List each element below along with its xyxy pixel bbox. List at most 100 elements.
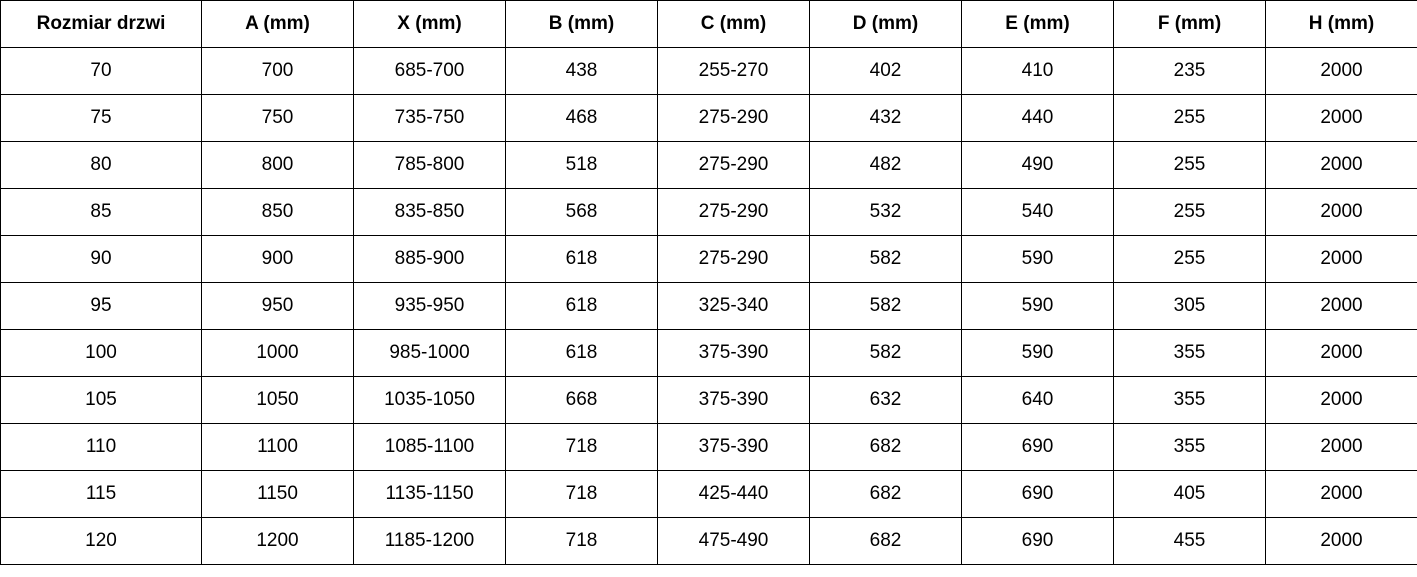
column-header: F (mm) (1113, 0, 1266, 48)
table-cell: 375-390 (657, 376, 810, 424)
table-cell: 375-390 (657, 423, 810, 471)
table-cell: 618 (505, 282, 658, 330)
table-cell: 682 (809, 517, 962, 565)
table-cell: 532 (809, 188, 962, 236)
table-row: 105 1050 1035-1050 668 375-390 632 640 355 2000 (0, 376, 1417, 424)
table-cell: 95 (0, 282, 202, 330)
table-cell: 540 (961, 188, 1114, 236)
table-cell: 950 (201, 282, 354, 330)
table-row: 120 1200 1185-1200 718 475-490 682 690 455 2000 (0, 517, 1417, 565)
table-cell: 850 (201, 188, 354, 236)
table-cell: 2000 (1265, 470, 1417, 518)
door-dimensions-table: Rozmiar drzwi A (mm) X (mm) B (mm) C (mm) D (… (0, 0, 1417, 565)
table-cell: 325-340 (657, 282, 810, 330)
table-cell: 80 (0, 141, 202, 189)
table-cell: 718 (505, 470, 658, 518)
table-cell: 700 (201, 47, 354, 95)
table-cell: 255 (1113, 94, 1266, 142)
table-cell: 590 (961, 329, 1114, 377)
table-cell: 682 (809, 470, 962, 518)
table-cell: 2000 (1265, 376, 1417, 424)
table-cell: 1035-1050 (353, 376, 506, 424)
table-cell: 1185-1200 (353, 517, 506, 565)
table-cell: 405 (1113, 470, 1266, 518)
table-cell: 590 (961, 235, 1114, 283)
table-cell: 355 (1113, 423, 1266, 471)
table-cell: 690 (961, 470, 1114, 518)
table-row: 115 1150 1135-1150 718 425-440 682 690 405 2000 (0, 470, 1417, 518)
table-cell: 718 (505, 517, 658, 565)
table-cell: 275-290 (657, 188, 810, 236)
table-cell: 105 (0, 376, 202, 424)
table-cell: 235 (1113, 47, 1266, 95)
table-cell: 668 (505, 376, 658, 424)
table-cell: 1150 (201, 470, 354, 518)
table-cell: 75 (0, 94, 202, 142)
table-cell: 355 (1113, 376, 1266, 424)
table-cell: 482 (809, 141, 962, 189)
table-cell: 255-270 (657, 47, 810, 95)
table-cell: 70 (0, 47, 202, 95)
table-cell: 2000 (1265, 282, 1417, 330)
table-cell: 275-290 (657, 235, 810, 283)
column-header: Rozmiar drzwi (0, 0, 202, 48)
table-cell: 618 (505, 329, 658, 377)
table-cell: 375-390 (657, 329, 810, 377)
table-cell: 475-490 (657, 517, 810, 565)
table-cell: 935-950 (353, 282, 506, 330)
table-row: 85 850 835-850 568 275-290 532 540 255 2000 (0, 188, 1417, 236)
table-cell: 582 (809, 282, 962, 330)
table-cell: 255 (1113, 235, 1266, 283)
table-cell: 2000 (1265, 235, 1417, 283)
table-cell: 255 (1113, 188, 1266, 236)
table-cell: 432 (809, 94, 962, 142)
column-header: H (mm) (1265, 0, 1417, 48)
table-row: 95 950 935-950 618 325-340 582 590 305 2000 (0, 282, 1417, 330)
table-cell: 440 (961, 94, 1114, 142)
table-cell: 682 (809, 423, 962, 471)
table-cell: 718 (505, 423, 658, 471)
table-cell: 355 (1113, 329, 1266, 377)
table-cell: 305 (1113, 282, 1266, 330)
table-cell: 785-800 (353, 141, 506, 189)
table-cell: 275-290 (657, 94, 810, 142)
table-cell: 120 (0, 517, 202, 565)
table-cell: 985-1000 (353, 329, 506, 377)
table-cell: 1135-1150 (353, 470, 506, 518)
table-cell: 2000 (1265, 47, 1417, 95)
table-row: 80 800 785-800 518 275-290 482 490 255 2000 (0, 141, 1417, 189)
table-cell: 590 (961, 282, 1114, 330)
table-cell: 468 (505, 94, 658, 142)
table-cell: 2000 (1265, 517, 1417, 565)
table-cell: 800 (201, 141, 354, 189)
table-cell: 1100 (201, 423, 354, 471)
column-header: D (mm) (809, 0, 962, 48)
table-cell: 455 (1113, 517, 1266, 565)
table-cell: 750 (201, 94, 354, 142)
table-cell: 1000 (201, 329, 354, 377)
header-row: Rozmiar drzwi A (mm) X (mm) B (mm) C (mm) D (… (0, 0, 1417, 48)
table-cell: 690 (961, 423, 1114, 471)
table-cell: 685-700 (353, 47, 506, 95)
table-cell: 1085-1100 (353, 423, 506, 471)
table-row: 75 750 735-750 468 275-290 432 440 255 2000 (0, 94, 1417, 142)
table-cell: 490 (961, 141, 1114, 189)
table-cell: 85 (0, 188, 202, 236)
table-cell: 115 (0, 470, 202, 518)
table-cell: 582 (809, 235, 962, 283)
table-row: 100 1000 985-1000 618 375-390 582 590 355 2000 (0, 329, 1417, 377)
table-cell: 568 (505, 188, 658, 236)
table-cell: 618 (505, 235, 658, 283)
table-cell: 1200 (201, 517, 354, 565)
table-cell: 2000 (1265, 188, 1417, 236)
table-cell: 255 (1113, 141, 1266, 189)
table-row: 110 1100 1085-1100 718 375-390 682 690 355 2000 (0, 423, 1417, 471)
table-cell: 582 (809, 329, 962, 377)
column-header: A (mm) (201, 0, 354, 48)
table-row: 90 900 885-900 618 275-290 582 590 255 2000 (0, 235, 1417, 283)
table-row: 70 700 685-700 438 255-270 402 410 235 2000 (0, 47, 1417, 95)
table-cell: 735-750 (353, 94, 506, 142)
table-cell: 900 (201, 235, 354, 283)
table-cell: 2000 (1265, 423, 1417, 471)
table-cell: 518 (505, 141, 658, 189)
